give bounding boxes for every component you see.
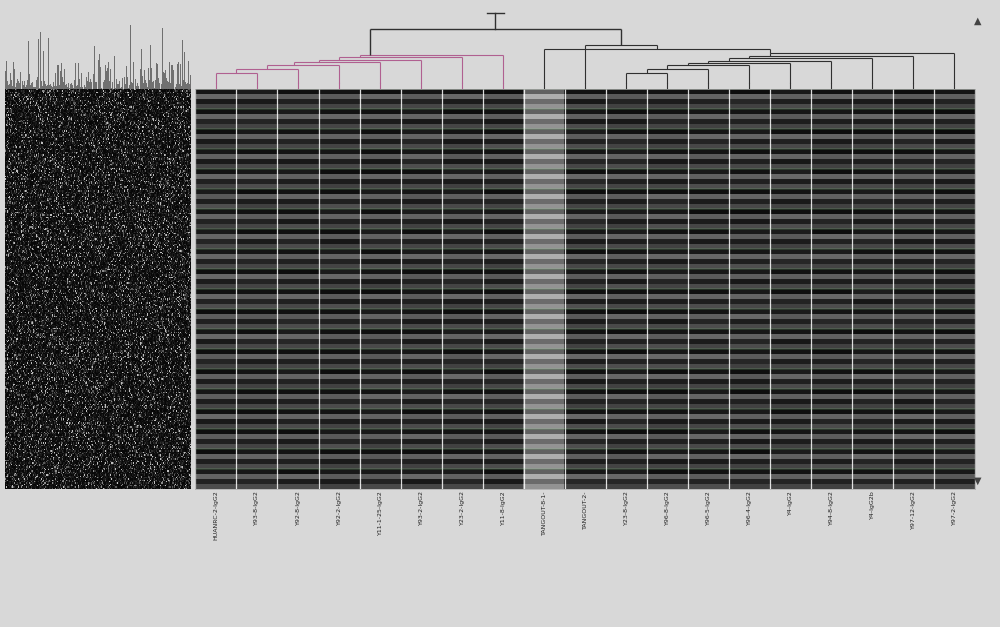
Text: ▼: ▼ [974,476,982,486]
Text: ▲: ▲ [974,16,982,26]
